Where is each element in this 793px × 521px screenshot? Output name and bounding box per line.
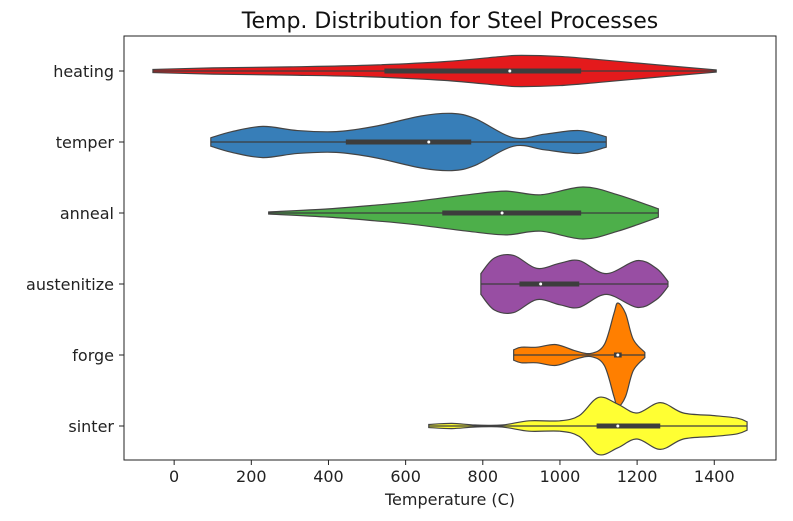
iqr-box [519, 281, 580, 287]
y-tick-label: sinter [68, 417, 114, 436]
y-tick-label: austenitize [26, 275, 114, 294]
y-tick-label: heating [53, 62, 114, 81]
chart-title: Temp. Distribution for Steel Processes [241, 9, 658, 34]
median-marker [615, 423, 620, 429]
x-tick-label: 1200 [617, 467, 658, 486]
x-tick-label: 800 [468, 467, 499, 486]
median-marker [426, 139, 431, 145]
iqr-box [345, 139, 472, 145]
median-marker [499, 210, 505, 216]
plot-frame [123, 35, 777, 461]
violins-layer [152, 54, 748, 456]
iqr-box [596, 423, 661, 429]
x-axis-label: Temperature (C) [384, 490, 515, 509]
violin-sinter [428, 396, 748, 456]
x-tick-label: 0 [169, 467, 179, 486]
median-marker [507, 68, 512, 74]
x-tick-label: 1400 [694, 467, 735, 486]
iqr-box [384, 68, 582, 74]
x-axis: 0 200 400 600 800 1000 1200 1400 [169, 460, 735, 486]
x-tick-label: 400 [313, 467, 344, 486]
violin-austenitize [480, 254, 669, 314]
x-tick-label: 200 [236, 467, 267, 486]
y-tick-label: forge [72, 346, 114, 365]
iqr-box [442, 210, 582, 216]
y-tick-label: anneal [60, 204, 114, 223]
x-tick-label: 1000 [540, 467, 581, 486]
x-tick-label: 600 [390, 467, 421, 486]
y-tick-label: temper [56, 133, 115, 152]
violin-temper [210, 112, 607, 172]
violin-heating [152, 54, 717, 88]
median-marker [615, 352, 620, 358]
violin-anneal [268, 186, 659, 240]
median-marker [538, 281, 543, 287]
violin-forge [513, 302, 646, 408]
y-axis: heating temper anneal austenitize forge sinte… [26, 62, 124, 436]
